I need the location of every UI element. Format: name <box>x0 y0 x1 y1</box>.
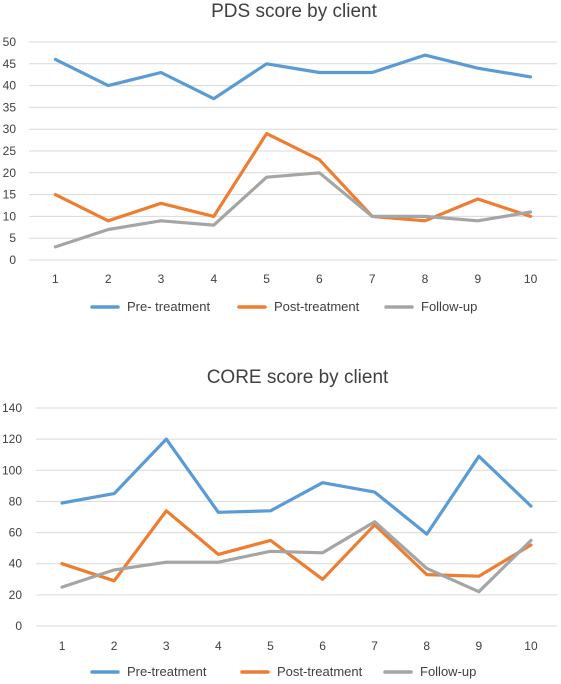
series-line-follow-up <box>60 520 533 594</box>
legend-label: Pre-treatment <box>127 664 207 679</box>
y-tick-label: 50 <box>3 35 17 49</box>
y-tick-label: 40 <box>3 79 17 93</box>
x-tick-label: 4 <box>215 639 222 653</box>
legend-item: Pre-treatment <box>90 664 207 679</box>
y-tick-label: 25 <box>3 144 17 158</box>
y-tick-label: 60 <box>9 526 23 540</box>
y-tick-label: 45 <box>3 57 17 71</box>
x-tick-label: 7 <box>371 639 378 653</box>
x-tick-label: 2 <box>111 639 118 653</box>
y-tick-label: 0 <box>15 619 22 633</box>
x-tick-label: 5 <box>263 272 270 286</box>
y-tick-label: 5 <box>9 231 16 245</box>
series-line-pre-treatment <box>60 437 533 536</box>
legend-item: Post-treatment <box>240 664 363 679</box>
x-tick-label: 3 <box>163 639 170 653</box>
y-tick-label: 35 <box>3 100 17 114</box>
x-tick-label: 10 <box>524 639 538 653</box>
x-tick-label: 8 <box>423 639 430 653</box>
series-line-post-treatment <box>53 132 533 223</box>
x-tick-label: 6 <box>316 272 323 286</box>
series-line-follow-up <box>53 171 533 249</box>
x-tick-label: 5 <box>267 639 274 653</box>
y-tick-label: 40 <box>9 557 23 571</box>
chart-title: CORE score by client <box>207 367 389 388</box>
x-tick-label: 6 <box>319 639 326 653</box>
series-line-pre-treatment <box>53 53 533 101</box>
y-tick-label: 15 <box>3 188 17 202</box>
chart-title: PDS score by client <box>211 1 378 22</box>
x-tick-label: 3 <box>158 272 165 286</box>
y-tick-label: 20 <box>9 588 23 602</box>
legend-label: Follow-up <box>421 299 477 314</box>
pds-chart: PDS score by client051015202530354045501… <box>3 1 557 314</box>
legend-label: Post-treatment <box>277 664 363 679</box>
legend-label: Follow-up <box>420 664 476 679</box>
y-tick-label: 140 <box>2 401 22 415</box>
core-chart: CORE score by client 0 20 40 60 80 100 120 140 1 2… <box>2 367 557 679</box>
y-tick-label: 100 <box>2 463 22 477</box>
x-tick-label: 9 <box>474 272 481 286</box>
legend-item: Follow-up <box>383 664 476 679</box>
y-tick-label: 80 <box>9 494 23 508</box>
x-tick-label: 9 <box>476 639 483 653</box>
x-tick-label: 8 <box>422 272 429 286</box>
x-tick-label: 10 <box>524 272 538 286</box>
x-tick-label: 1 <box>52 272 59 286</box>
x-tick-label: 2 <box>105 272 112 286</box>
legend-label: Post-treatment <box>274 299 360 314</box>
x-tick-label: 7 <box>369 272 376 286</box>
legend-item: Pre- treatment <box>90 299 210 314</box>
series-line-post-treatment <box>60 509 533 583</box>
legend-item: Follow-up <box>384 299 477 314</box>
x-tick-label: 4 <box>210 272 217 286</box>
legend-label: Pre- treatment <box>127 299 210 314</box>
y-tick-label: 120 <box>2 432 22 446</box>
x-tick-label: 1 <box>59 639 66 653</box>
y-tick-label: 30 <box>3 122 17 136</box>
legend-item: Post-treatment <box>237 299 360 314</box>
y-tick-label: 0 <box>9 253 16 267</box>
y-tick-label: 10 <box>3 209 17 223</box>
y-tick-label: 20 <box>3 166 17 180</box>
